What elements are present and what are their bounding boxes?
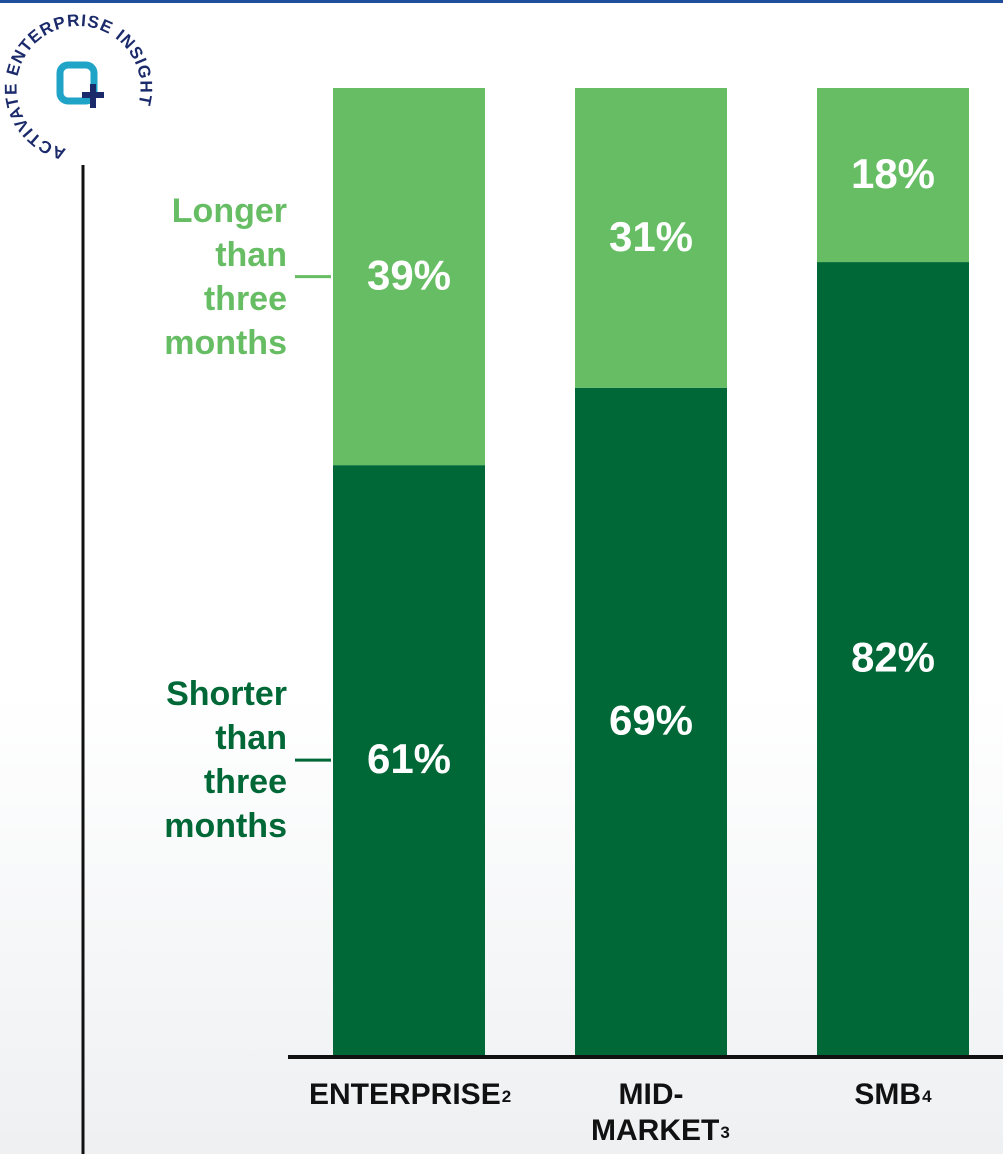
logo-plus <box>82 84 104 108</box>
footnote-marker: 4 <box>922 1087 932 1106</box>
bar-segment <box>333 88 485 466</box>
value-label: 31% <box>609 213 693 260</box>
x-tick-label: ENTERPRISE <box>309 1078 501 1111</box>
legend-label: Shorter than three months <box>164 675 287 846</box>
legend-label: Longer than three months <box>164 191 287 362</box>
logo-disc <box>36 41 124 129</box>
value-label: 61% <box>367 735 451 782</box>
bar-segment <box>333 465 485 1055</box>
logo-mark <box>56 61 98 105</box>
bar-segment <box>575 387 727 1055</box>
value-label: 82% <box>851 634 935 681</box>
value-label: 39% <box>367 252 451 299</box>
x-tick-label-box: ENTERPRISE2 <box>309 1077 512 1113</box>
value-label: 18% <box>851 150 935 197</box>
x-tick-label-box: MID-MARKET3 <box>551 1077 751 1149</box>
bar-segment <box>575 88 727 388</box>
value-label: 69% <box>609 696 693 743</box>
logo: ACTIVATE ENTERPRISE INSIGHT <box>1 11 154 164</box>
top-rule <box>0 0 1003 3</box>
footnote-marker: 2 <box>501 1087 512 1106</box>
x-tick-label: MID-MARKET <box>591 1078 720 1147</box>
bar-segment <box>817 262 969 1055</box>
x-tick-label: SMB <box>854 1078 922 1111</box>
x-tick-label-box: SMB4 <box>793 1077 993 1113</box>
bar-segment <box>817 88 969 263</box>
footnote-marker: 3 <box>720 1123 730 1142</box>
